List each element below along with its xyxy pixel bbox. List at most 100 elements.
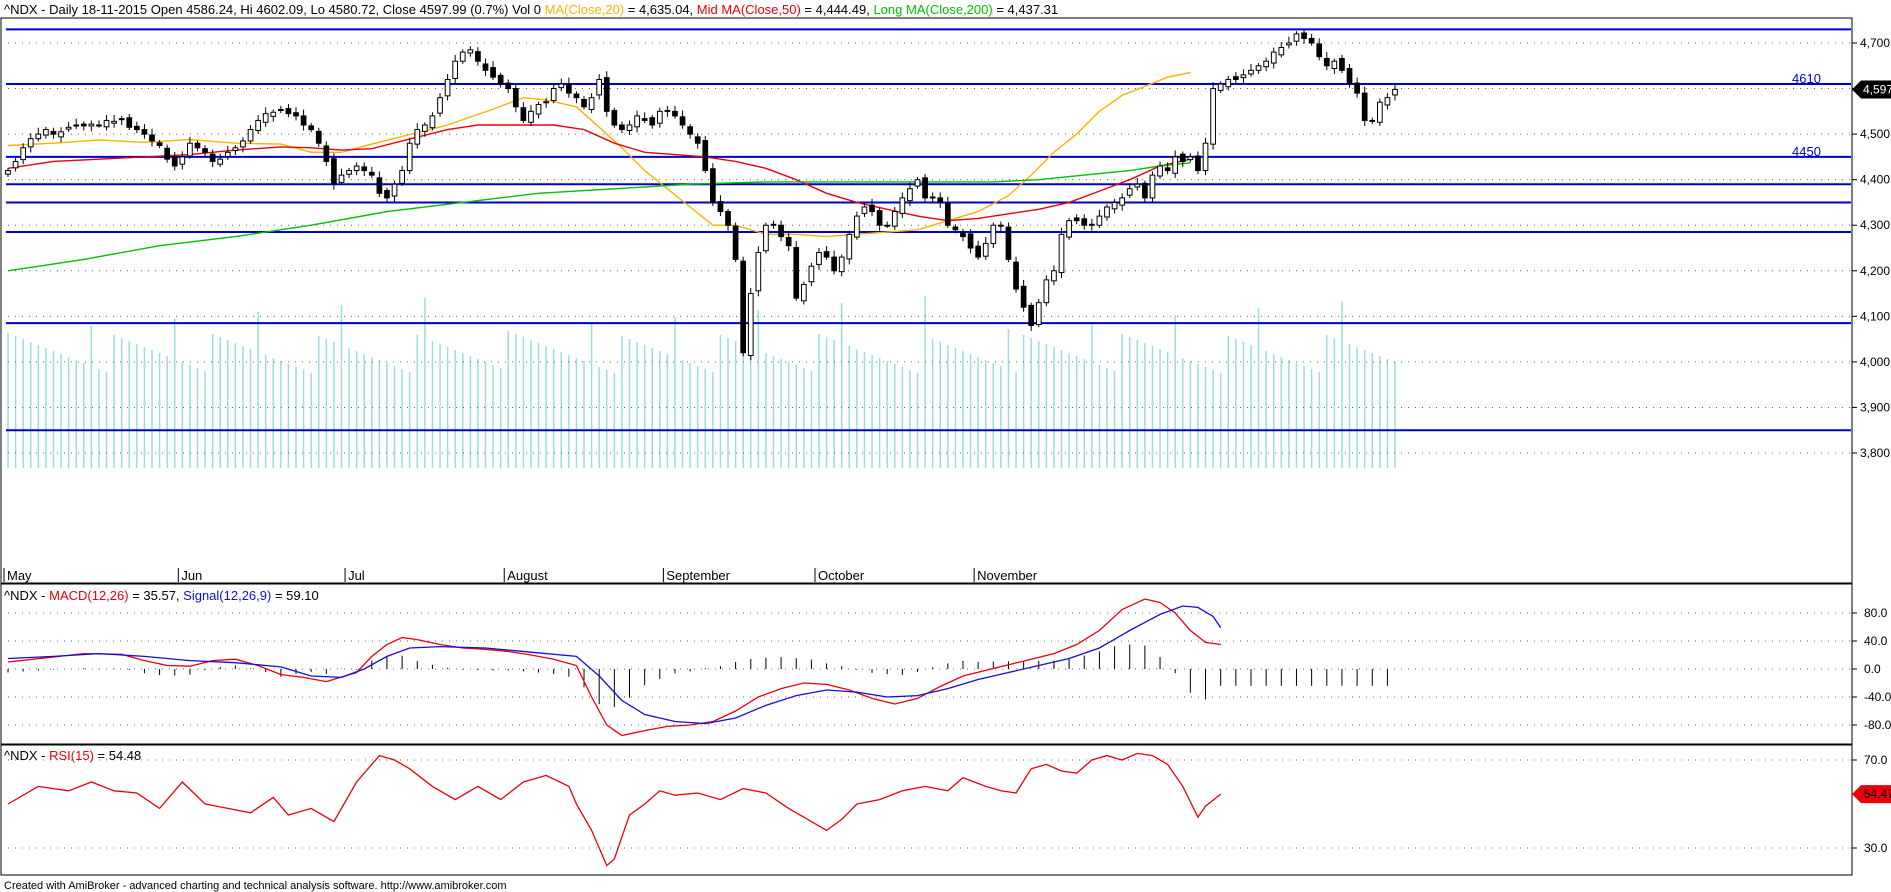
candle-up [1058, 233, 1065, 274]
grid-lines [1, 42, 1852, 454]
candle-down [520, 107, 527, 121]
candle-up [1278, 47, 1285, 56]
candle-up [1096, 215, 1103, 226]
candle-down [732, 225, 739, 260]
price-tick-label: 4,000 [1860, 355, 1890, 369]
candle-down [823, 251, 830, 258]
candle-up [907, 188, 913, 202]
month-label: September [666, 568, 730, 583]
candle-up [399, 170, 405, 184]
level-label: 4610 [1792, 71, 1821, 86]
candle-up [891, 211, 898, 227]
candle-down [649, 117, 656, 126]
candle-up [1376, 101, 1383, 123]
candle-up [1104, 206, 1110, 218]
month-label: Jul [348, 568, 365, 583]
candle-up [103, 119, 110, 128]
ma20-line [7, 71, 1191, 238]
month-label: May [7, 568, 32, 583]
macd-tick-label: -80.0 [1864, 718, 1891, 732]
candle-up [838, 256, 845, 273]
moving-average-lines [7, 71, 1191, 272]
candle-up [656, 110, 663, 124]
candle-down [785, 237, 792, 247]
candle-down [566, 83, 572, 94]
candle-down [603, 77, 610, 112]
candle-up [444, 78, 451, 97]
candle-up [452, 60, 459, 80]
candle-down [922, 177, 928, 199]
candle-down [1301, 32, 1307, 39]
month-label: October [818, 568, 865, 583]
candle-up [1202, 142, 1209, 172]
candle-down [497, 74, 504, 85]
price-tick-label: 4,300 [1860, 218, 1890, 232]
candle-down [975, 245, 981, 258]
candle-down [543, 101, 549, 104]
candle-up [12, 160, 19, 169]
candle-down [793, 247, 800, 299]
candle-up [262, 113, 269, 123]
candle-down [694, 136, 701, 144]
candle-down [1179, 153, 1186, 162]
price-tick-label: 3,800 [1860, 446, 1890, 460]
candle-down [384, 190, 390, 199]
rsi-header: ^NDX - RSI(15) = 54.48 [4, 748, 141, 763]
candle-down [133, 125, 140, 131]
candle-up [1134, 183, 1141, 188]
candle-down [505, 82, 512, 90]
axis-labels: 3,800 3,900 4,000 4,100 4,200 4,300 4,400 4,500… [3, 36, 1891, 583]
candle-up [596, 78, 603, 96]
candle-up [58, 131, 64, 138]
candle-up [1263, 60, 1270, 68]
candle-down [929, 196, 936, 199]
candle-down [740, 260, 747, 354]
candle-down [300, 115, 307, 126]
macd-tick-label: -40.0 [1864, 690, 1891, 704]
candle-up [861, 206, 868, 214]
candle-down [149, 134, 155, 142]
candle-down [368, 171, 375, 176]
rsi-tick-label: 70.0 [1864, 753, 1888, 767]
candle-up [1392, 88, 1398, 96]
candle-up [179, 156, 186, 165]
candle-up [763, 224, 769, 252]
candle-up [982, 242, 989, 257]
candle-up [1369, 119, 1376, 122]
rsi-last-tag [1852, 785, 1891, 804]
candle-down [1339, 57, 1345, 71]
candle-up [65, 126, 72, 130]
candle-up [467, 49, 474, 54]
macd-line [7, 598, 1221, 737]
candle-up [459, 51, 466, 62]
candle-up [1248, 69, 1254, 75]
candle-up [73, 124, 80, 127]
candle-down [1142, 182, 1148, 199]
candle-up [429, 115, 436, 129]
candle-down [1232, 76, 1239, 80]
candle-up [990, 224, 997, 244]
candle-up [255, 119, 261, 131]
candle-down [960, 232, 966, 238]
candle-up [437, 97, 443, 114]
candle-down [194, 142, 201, 149]
candle-up [111, 120, 117, 124]
candle-down [1308, 37, 1315, 44]
candle-up [535, 104, 542, 115]
candle-down [323, 145, 330, 162]
last-close-tag [1852, 80, 1891, 99]
ma200-line [7, 162, 1191, 272]
rsi-last-label: 54.4759 [1864, 787, 1891, 801]
candle-down [664, 109, 671, 112]
macd-header: ^NDX - MACD(12,26) = 35.57, Signal(12,26… [4, 588, 319, 603]
candle-down [687, 126, 693, 135]
candle-up [558, 83, 565, 89]
candle-down [967, 233, 974, 249]
candle-down [619, 124, 625, 131]
candle-up [1126, 188, 1133, 196]
candle-up [27, 138, 34, 148]
candle-down [573, 93, 580, 99]
candle-up [232, 147, 239, 152]
candle-up [1111, 201, 1118, 210]
candle-up [1225, 78, 1232, 88]
